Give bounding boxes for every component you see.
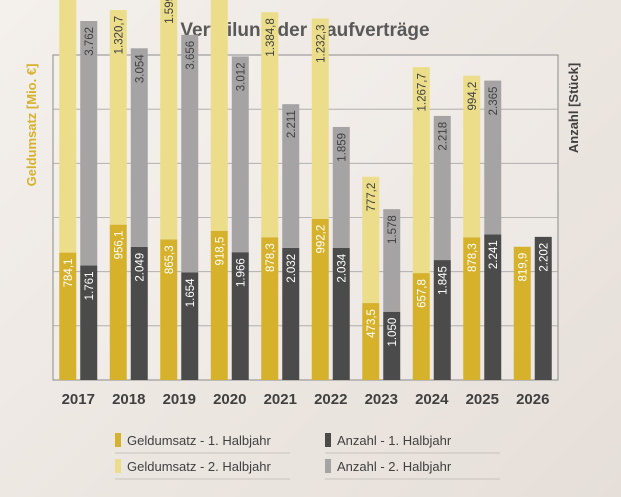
anzahl-data-label: 1.966 [235,258,247,287]
geldumsatz-data-label: 473,5 [366,309,378,338]
anzahl-bar-1-2023 [383,311,401,380]
x-tick-label: 2022 [314,391,347,408]
geldumsatz-data-label: 918,5 [214,237,226,266]
geldumsatz-bar-2-2021 [261,12,279,238]
anzahl-data-label: 3.656 [185,41,197,70]
anzahl-bar-1-2026 [534,236,552,380]
legend-label: Anzahl - 1. Halbjahr [337,433,452,448]
geldumsatz-data-label: 777,2 [366,183,378,212]
anzahl-data-label: 2.202 [538,243,550,272]
anzahl-data-label: 2.032 [286,254,298,283]
anzahl-bar-1-2017 [80,265,98,380]
geldumsatz-bar-2-2025 [463,75,481,238]
geldumsatz-bar-2-2019 [160,0,178,240]
geldumsatz-bar-2-2018 [109,10,127,225]
anzahl-bar-2-2019 [181,34,199,273]
plot-area: 784,11.865,01.7613.7622017956,11.320,72.… [52,0,559,408]
anzahl-bar-1-2024 [433,260,451,380]
x-tick-label: 2025 [466,391,499,408]
anzahl-bar-2-2023 [383,209,401,312]
x-tick-label: 2024 [415,391,449,408]
y-axis-title-right: Anzahl [Stück] [566,63,581,153]
geldumsatz-bar-1-2020 [210,230,228,380]
geldumsatz-data-label: 1.232,3 [315,25,327,63]
anzahl-data-label: 1.845 [437,266,449,295]
anzahl-data-label: 3.012 [235,62,247,91]
legend-swatch [325,433,331,447]
geldumsatz-data-label: 956,1 [113,231,125,260]
legend: Geldumsatz - 1. Halbjahr Anzahl - 1. Halb… [115,433,500,480]
x-tick-label: 2019 [163,391,196,408]
legend-swatch [325,459,331,473]
legend-swatch [115,433,121,447]
geldumsatz-data-label: 878,3 [467,243,479,272]
legend-label: Geldumsatz - 2. Halbjahr [127,459,271,474]
y-axis-title-left: Geldumsatz [Mio. €] [24,64,39,187]
anzahl-bar-2-2021 [282,104,300,248]
anzahl-bar-2-2024 [433,115,451,261]
geldumsatz-data-label: 657,8 [416,279,428,308]
anzahl-bar-1-2022 [332,247,350,380]
x-tick-label: 2020 [213,391,246,408]
anzahl-bar-2-2018 [130,48,148,247]
anzahl-bar-1-2021 [282,247,300,380]
geldumsatz-data-label: 784,1 [63,259,75,288]
geldumsatz-data-label: 992,2 [315,225,327,254]
geldumsatz-data-label: 1.320,7 [113,16,125,54]
anzahl-bar-2-2020 [231,56,249,253]
geldumsatz-bar-1-2026 [513,246,531,380]
anzahl-bar-1-2018 [130,246,148,380]
anzahl-bar-1-2020 [231,252,249,380]
anzahl-bar-1-2025 [484,234,502,380]
geldumsatz-bar-1-2019 [160,239,178,380]
anzahl-bar-1-2019 [181,272,199,380]
anzahl-data-label: 3.762 [84,27,96,56]
geldumsatz-bar-2-2024 [412,67,430,274]
anzahl-data-label: 3.054 [134,54,146,83]
geldumsatz-data-label: 1.599,8 [164,0,176,24]
legend-label: Geldumsatz - 1. Halbjahr [127,433,271,448]
chart-title: Verteilung der Kaufverträge [180,20,429,41]
anzahl-data-label: 2.218 [437,122,449,151]
geldumsatz-data-label: 878,3 [265,243,277,272]
geldumsatz-data-label: 994,2 [467,82,479,111]
legend-label: Anzahl - 2. Halbjahr [337,459,452,474]
anzahl-bar-2-2017 [80,21,98,266]
geldumsatz-bar-1-2017 [59,252,77,380]
geldumsatz-bar-2-2023 [362,176,380,304]
geldumsatz-data-label: 1.384,8 [265,18,277,56]
geldumsatz-bar-2-2022 [311,18,329,219]
anzahl-data-label: 1.654 [185,278,197,307]
x-tick-label: 2021 [264,391,297,408]
geldumsatz-bar-2-2020 [210,0,228,231]
anzahl-data-label: 1.761 [84,272,96,301]
geldumsatz-bar-1-2023 [362,303,380,380]
anzahl-data-label: 1.578 [387,215,399,244]
geldumsatz-bar-1-2018 [109,224,127,380]
legend-swatch [115,459,121,473]
geldumsatz-data-label: 1.267,7 [416,73,428,111]
geldumsatz-bar-1-2021 [261,237,279,380]
geldumsatz-bar-1-2025 [463,237,481,380]
anzahl-data-label: 2.034 [336,253,348,282]
x-tick-label: 2017 [62,391,95,408]
anzahl-bar-2-2025 [484,80,502,235]
anzahl-bar-2-2022 [332,126,350,248]
geldumsatz-data-label: 819,9 [517,253,529,282]
anzahl-data-label: 1.859 [336,133,348,162]
anzahl-data-label: 2.365 [488,87,500,116]
geldumsatz-bar-2-2017 [59,0,77,253]
geldumsatz-data-label: 865,3 [164,245,176,274]
anzahl-data-label: 1.050 [387,318,399,347]
x-tick-label: 2018 [112,391,145,408]
geldumsatz-bar-1-2024 [412,273,430,380]
anzahl-data-label: 2.049 [134,253,146,282]
x-tick-label: 2026 [516,391,549,408]
x-tick-label: 2023 [365,391,398,408]
anzahl-data-label: 2.211 [286,110,298,138]
anzahl-data-label: 2.241 [488,240,500,269]
geldumsatz-bar-1-2022 [311,218,329,380]
